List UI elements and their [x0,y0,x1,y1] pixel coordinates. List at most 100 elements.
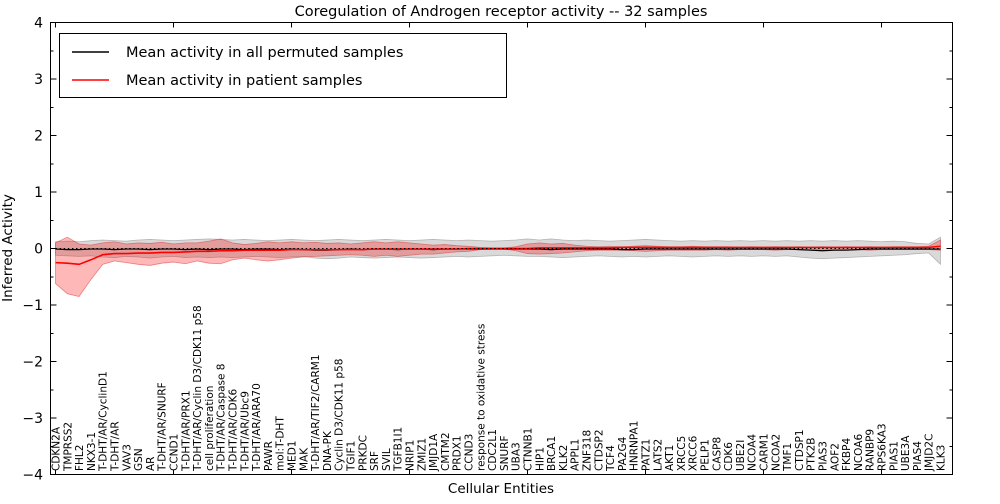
y-axis-label: Inferred Activity [0,194,16,302]
legend-permuted-label: Mean activity in all permuted samples [126,45,403,61]
permuted-std-band [55,236,941,266]
x-category-label: CDKN2A [51,426,63,471]
x-category-label: CTDSP1 [794,429,806,471]
legend-box [59,33,507,98]
x-category-label: BRCA1 [546,436,558,471]
x-category-label: T-DHT/AR/PRX1 [180,390,192,472]
x-category-label: VAV3 [121,444,133,471]
x-category-label: UBE2I [735,440,747,471]
x-category-label: NRIP1 [405,440,417,471]
x-category-label: T-DHT/AR/TIF2/CARM1 [310,354,322,472]
x-category-label: FHL2 [74,445,86,471]
x-category-label: RANBP9 [865,429,877,471]
x-category-label: T-DHT/AR/Ubc9 [239,391,251,472]
x-category-label: ZNF318 [582,430,594,471]
x-category-label: CDK6 [723,442,735,471]
x-category-label: NCOA4 [747,434,759,471]
x-category-label: AR [145,457,157,471]
chart-title: Coregulation of Androgen receptor activi… [295,4,708,20]
x-category-label: Cyclin D3/CDK11 p58 [334,359,346,471]
x-category-label: SNURF [499,435,511,471]
y-tick-label: 2 [34,129,43,145]
x-category-label: PAWR [263,441,275,471]
x-category-label: PIAS4 [912,441,924,471]
x-category-label: SRF [369,451,381,471]
x-category-label: response to oxidative stress [475,324,487,471]
x-category-label: T-DHT/AR/Caspase 8 [216,364,228,472]
x-category-label: HIP1 [534,447,546,471]
y-tick-label: −1 [22,298,43,314]
x-category-label: XRCC6 [688,435,700,471]
x-category-label: NKX3-1 [86,432,98,471]
patient-std-band [55,236,941,297]
x-category-label: CCND3 [464,434,476,471]
x-category-label: CCND1 [169,434,181,471]
x-category-label: AOF2 [829,443,841,471]
x-category-label: TMPRSS2 [62,422,74,472]
x-category-label: UBE3A [900,435,912,471]
x-category-label: GSN [133,448,145,471]
x-category-label: SVIL [381,448,393,471]
legend-patient-label: Mean activity in patient samples [126,73,362,89]
x-category-label: XRCC5 [676,436,688,471]
y-tick-labels: 4 3 2 1 0 −1 −2 −3 −4 [22,16,43,484]
patient-mean-line [55,245,941,266]
x-category-label: JMJD2C [924,434,936,472]
x-category-label: HNRNPA1 [629,421,641,471]
x-category-label: T-DHT/AR/CDK6 [228,389,240,472]
x-category-label: T-DHT/AR/SNURF [157,382,169,472]
x-category-label: RPS6KA3 [877,423,889,471]
x-category-label: CTDSP2 [593,429,605,471]
x-category-label: DNA-PK [322,430,334,471]
y-tick-label: 0 [34,242,43,258]
x-category-label: PA2G4 [617,436,629,471]
x-category-label: LATS2 [652,439,664,471]
x-category-label: PRKDC [357,435,369,471]
y-tick-label: −2 [22,355,43,371]
x-category-label: CASP8 [711,437,723,471]
y-tick-label: −3 [22,411,43,427]
x-category-label: CTNNB1 [523,428,535,471]
x-category-labels: CDKN2A TMPRSS2 FHL2 NKX3-1 T-DHT/AR/CyclinD1… [51,305,948,472]
x-category-label: T-DHT/AR/Cyclin D3/CDK11 p58 [192,305,204,472]
x-category-label: UBA3 [511,442,523,471]
x-category-label: T-DHT/AR/ARA70 [251,383,263,472]
y-tick-label: 1 [34,185,43,201]
x-category-label: CDC2L1 [487,429,499,471]
x-category-label: JMJD1A [428,433,440,472]
x-category-label: NCOA6 [853,434,865,471]
x-category-label: T-DHT/AR/CyclinD1 [98,371,110,472]
x-category-label: PRDX1 [452,435,464,471]
line-layer [55,245,941,266]
x-category-label: mol:T-DHT [275,416,287,471]
x-category-label: cell proliferation [204,386,216,471]
band-layer [55,236,941,297]
x-category-label: TMF1 [782,443,794,472]
x-category-label: PIAS1 [888,441,900,471]
x-category-label: KLK2 [558,445,570,471]
x-category-label: PELP1 [700,439,712,471]
x-category-label: TCF4 [605,445,617,472]
x-category-label: CARM1 [759,433,771,471]
y-tick-label: 4 [34,16,43,32]
x-axis-label: Cellular Entities [448,481,554,497]
x-category-label: MAK [298,447,310,471]
x-category-label: T-DHT/AR [110,421,122,472]
x-category-label: ZMIZ1 [416,438,428,471]
tick-marks [50,22,953,475]
x-category-label: FKBP4 [841,438,853,471]
x-category-label: PTK2B [806,437,818,471]
y-tick-label: 3 [34,72,43,88]
x-category-label: PIAS3 [818,441,830,471]
x-category-label: MED1 [287,441,299,471]
x-category-label: NCOA2 [770,434,782,471]
x-category-label: PATZ1 [641,439,653,471]
x-category-label: TGIF1 [346,441,358,472]
x-category-label: KLK3 [936,445,948,471]
legend: Mean activity in all permuted samples Me… [59,33,507,98]
y-tick-label: −4 [22,468,43,484]
x-category-label: AKT1 [664,445,676,471]
x-category-label: CMTM2 [440,432,452,471]
